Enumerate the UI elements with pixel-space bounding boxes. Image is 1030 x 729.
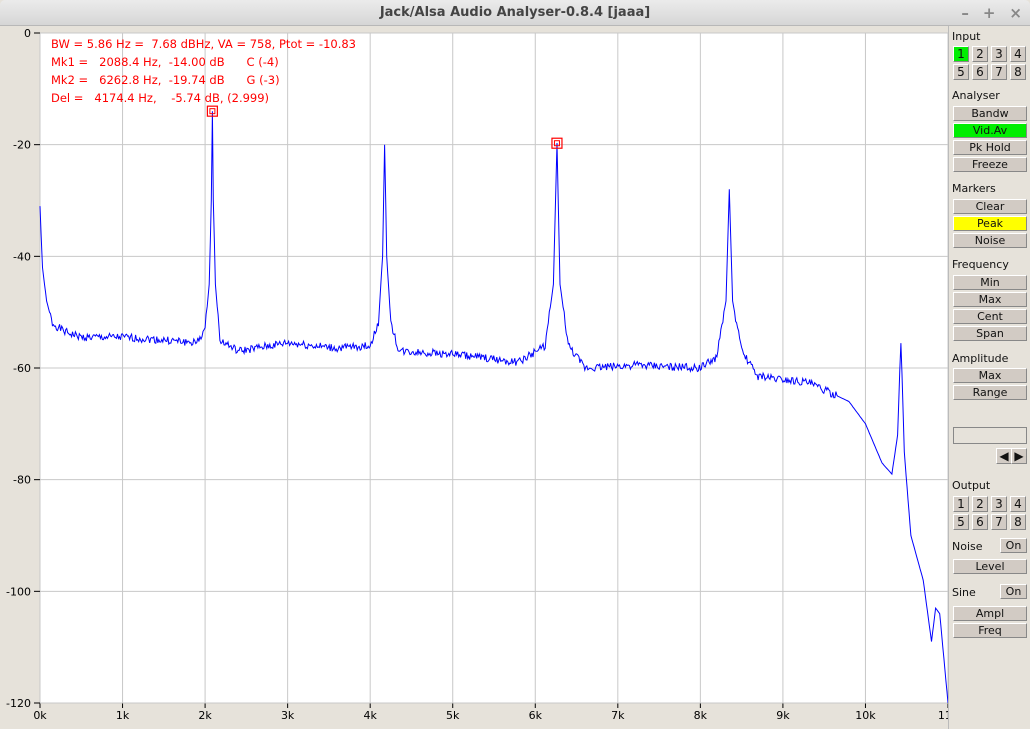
window-titlebar: Jack/Alsa Audio Analyser-0.8.4 [jaaa] – … [0,0,1030,26]
x-tick-label: 4k [363,709,377,722]
y-tick-label: -20 [13,139,31,152]
close-button[interactable]: × [1009,4,1022,22]
x-tick-label: 1k [116,709,130,722]
noise-on-button[interactable]: On [1000,538,1027,553]
marker-2-outer [551,137,563,149]
frequency-span-button[interactable]: Span [953,326,1027,341]
x-tick-label: 11k [938,709,948,722]
sine-on-button[interactable]: On [1000,584,1027,599]
x-tick-label: 7k [611,709,625,722]
readout-line: BW = 5.86 Hz = 7.68 dBHz, VA = 758, Ptot… [51,37,356,51]
input-button-6[interactable]: 6 [972,64,988,80]
x-tick-label: 5k [446,709,460,722]
control-panel: Input 1 2 3 4 5 6 7 8 Analyser Bandw Vid.Av Pk Hold F… [948,26,1030,729]
y-tick-label: -40 [13,250,31,263]
output-button-8[interactable]: 8 [1010,514,1026,530]
sine-ampl-button[interactable]: Ampl [953,606,1027,621]
input-button-7[interactable]: 7 [991,64,1007,80]
maximize-button[interactable]: + [982,4,996,22]
y-tick-label: -120 [6,697,31,710]
analyser-freeze-button[interactable]: Freeze [953,157,1027,172]
x-tick-label: 3k [281,709,295,722]
amplitude-range-button[interactable]: Range [953,385,1027,400]
x-tick-label: 10k [855,709,876,722]
value-entry[interactable] [953,427,1027,444]
amplitude-max-button[interactable]: Max [953,368,1027,383]
readout-line: Del = 4174.4 Hz, -5.74 dB, (2.999) [51,91,269,105]
markers-noise-button[interactable]: Noise [953,233,1027,248]
marker-1-inner [209,108,216,115]
input-label: Input [952,30,981,43]
frequency-max-button[interactable]: Max [953,292,1027,307]
input-button-2[interactable]: 2 [972,46,988,62]
spectrum-trace [39,111,948,704]
x-tick-label: 2k [198,709,212,722]
frequency-min-button[interactable]: Min [953,275,1027,290]
window-title: Jack/Alsa Audio Analyser-0.8.4 [jaaa] [379,5,651,20]
marker-2-inner [553,140,560,147]
markers-peak-button[interactable]: Peak [953,216,1027,231]
output-button-3[interactable]: 3 [991,496,1007,512]
sine-freq-button[interactable]: Freq [953,623,1027,638]
frequency-label: Frequency [952,258,1009,271]
sine-label: Sine [952,586,976,599]
input-button-8[interactable]: 8 [1010,64,1026,80]
x-tick-label: 6k [529,709,543,722]
y-tick-label: -60 [13,362,31,375]
readout-line: Mk1 = 2088.4 Hz, -14.00 dB C (-4) [51,55,279,69]
analyser-vidav-button[interactable]: Vid.Av [953,123,1027,138]
output-button-1[interactable]: 1 [953,496,969,512]
output-button-5[interactable]: 5 [953,514,969,530]
readout-line: Mk2 = 6262.8 Hz, -19.74 dB G (-3) [51,73,280,87]
markers-label: Markers [952,182,996,195]
y-tick-label: -80 [13,474,31,487]
output-button-7[interactable]: 7 [991,514,1007,530]
y-tick-label: 0 [24,27,31,40]
analyser-pkhold-button[interactable]: Pk Hold [953,140,1027,155]
amplitude-label: Amplitude [952,352,1009,365]
x-tick-label: 0k [33,709,47,722]
analyser-bandw-button[interactable]: Bandw [953,106,1027,121]
marker-1-outer [206,105,218,117]
x-tick-label: 8k [694,709,708,722]
minimize-button[interactable]: – [961,4,969,22]
y-tick-label: -100 [6,585,31,598]
analyser-label: Analyser [952,89,1000,102]
markers-clear-button[interactable]: Clear [953,199,1027,214]
frequency-cent-button[interactable]: Cent [953,309,1027,324]
input-button-5[interactable]: 5 [953,64,969,80]
input-button-1[interactable]: 1 [953,46,969,62]
output-button-4[interactable]: 4 [1010,496,1026,512]
input-button-3[interactable]: 3 [991,46,1007,62]
x-tick-label: 9k [776,709,790,722]
input-button-4[interactable]: 4 [1010,46,1026,62]
arrow-left-button[interactable]: ◀ [996,448,1012,464]
noise-level-button[interactable]: Level [953,559,1027,574]
output-label: Output [952,479,991,492]
noise-label: Noise [952,540,983,553]
output-button-2[interactable]: 2 [972,496,988,512]
output-button-6[interactable]: 6 [972,514,988,530]
spectrum-plot[interactable]: 0k 1k 2k 3k 4k 5k 6k 7k 8k 9k 10k 11k 0 -20 -40 -60 -80 -… [0,26,948,729]
arrow-right-button[interactable]: ▶ [1011,448,1027,464]
